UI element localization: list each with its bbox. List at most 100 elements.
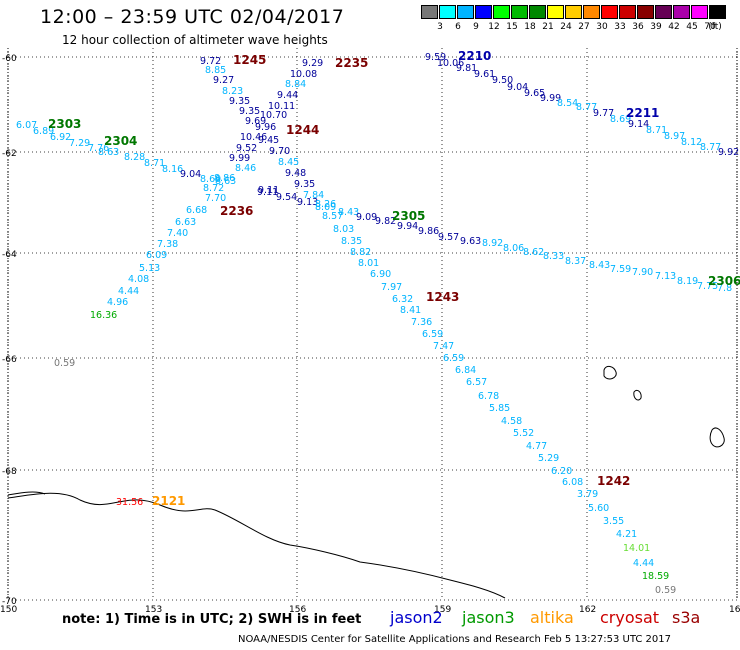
color-swatch (583, 5, 600, 19)
color-scale-label: 33 (614, 22, 626, 32)
swh-value: 9.82 (375, 216, 396, 227)
pass-time-label: 2236 (220, 204, 253, 218)
swh-value: 7.75 (697, 281, 718, 292)
swh-value: 8.69 (610, 114, 631, 125)
swh-value: 9.35 (239, 106, 260, 117)
swh-value: 9.50 (492, 75, 513, 86)
latitude-label: -66 (2, 355, 17, 365)
swh-value: 4.58 (501, 416, 522, 427)
swh-value: 7.90 (632, 267, 653, 278)
swh-value: 8.62 (523, 247, 544, 258)
color-swatch (529, 5, 546, 19)
color-scale-label: 3 (437, 22, 443, 32)
swh-value: 9.63 (460, 236, 481, 247)
pass-time-label: 1243 (426, 290, 459, 304)
pass-time-label: 2235 (335, 56, 368, 70)
swh-value: 8.43 (589, 260, 610, 271)
latitude-label: -62 (2, 149, 17, 159)
swh-value: 9.72 (200, 56, 221, 67)
swh-value: 9.92 (718, 147, 739, 158)
swh-value: 8.19 (677, 276, 698, 287)
swh-value: 6.68 (186, 205, 207, 216)
swh-value: 3.79 (577, 489, 598, 500)
pass-time-label: 1245 (233, 53, 266, 67)
swh-value: 9.77 (593, 108, 614, 119)
swh-value: 9.61 (474, 69, 495, 80)
swh-value: 4.96 (107, 297, 128, 308)
legend-item-jason3: jason3 (462, 608, 515, 627)
swh-value: 16.36 (90, 310, 117, 321)
latitude-label: -68 (2, 467, 17, 477)
swh-value: 8.09 (315, 202, 336, 213)
longitude-label: 156 (289, 605, 306, 615)
swh-value: 5.29 (538, 453, 559, 464)
swh-value: 14.01 (623, 543, 650, 554)
latitude-label: -60 (2, 54, 17, 64)
swh-value: 6.07 (16, 120, 37, 131)
color-swatch (655, 5, 672, 19)
color-swatch (547, 5, 564, 19)
swh-value: 5.60 (588, 503, 609, 514)
color-swatch (511, 5, 528, 19)
swh-value: 4.21 (616, 529, 637, 540)
swh-value: 7.8 (717, 283, 732, 294)
longitude-label: 159 (434, 605, 451, 615)
swh-value: 8.92 (482, 238, 503, 249)
swh-value: 7.59 (610, 264, 631, 275)
color-swatch (475, 5, 492, 19)
swh-value: 6.59 (443, 353, 464, 364)
color-swatch (421, 5, 438, 19)
swh-value: 4.44 (118, 286, 139, 297)
swh-value: 8.03 (333, 224, 354, 235)
swh-value: 8.37 (565, 256, 586, 267)
pass-time-label: 2210 (458, 49, 491, 63)
coastline (7, 365, 725, 599)
pass-time-label: 1244 (286, 123, 319, 137)
color-scale-label: 45 (686, 22, 698, 32)
swh-value: 6.90 (370, 269, 391, 280)
swh-value: 7.29 (69, 138, 90, 149)
swh-value: 6.09 (146, 250, 167, 261)
swh-value: 9.57 (438, 232, 459, 243)
color-scale-label: 30 (596, 22, 608, 32)
chart-title: 12:00 – 23:59 UTC 02/04/2017 (40, 6, 345, 28)
color-scale-unit: (ft) (708, 22, 722, 32)
altimeter-tracks: 9.728.859.278.239.359.359.6910.469.529.9… (16, 49, 740, 596)
pass-time-label: 1242 (597, 474, 630, 488)
color-scale-label: 12 (488, 22, 500, 32)
pass-time-label: 2211 (626, 106, 659, 120)
swh-value: 18.59 (642, 571, 669, 582)
color-scale-label: 36 (632, 22, 644, 32)
swh-value: 10.70 (260, 110, 287, 121)
color-scale-label: 9 (473, 22, 479, 32)
swh-value: 7.76 (88, 143, 109, 154)
swh-value: 4.08 (128, 274, 149, 285)
swh-value: 8.71 (144, 158, 165, 169)
swh-value: 7.36 (411, 317, 432, 328)
swh-value: 8.84 (285, 79, 306, 90)
swh-value: 8.71 (646, 125, 667, 136)
legend-item-altika: altika (530, 608, 574, 627)
swh-value: 8.57 (322, 211, 343, 222)
swh-value: 8.43 (338, 207, 359, 218)
color-swatch (691, 5, 708, 19)
swh-value: 8.45 (278, 157, 299, 168)
swh-value: 9.14 (628, 119, 649, 130)
color-swatch (619, 5, 636, 19)
swh-value: 8.97 (664, 131, 685, 142)
pass-time-label: 2306 (708, 274, 740, 288)
swh-value: 8.69 (200, 174, 221, 185)
pass-time-label: 2121 (152, 494, 185, 508)
swh-value: 7.40 (167, 228, 188, 239)
color-scale-label: 24 (560, 22, 572, 32)
color-scale-label: 39 (650, 22, 662, 32)
swh-value: 6.20 (551, 466, 572, 477)
swh-value: 9.44 (277, 90, 298, 101)
swh-value: 7.70 (205, 193, 226, 204)
legend-item-cryosat: cryosat (600, 608, 660, 627)
swh-value: 10.08 (290, 69, 317, 80)
longitude-label: 165 (729, 605, 740, 615)
swh-value: 6.92 (50, 132, 71, 143)
